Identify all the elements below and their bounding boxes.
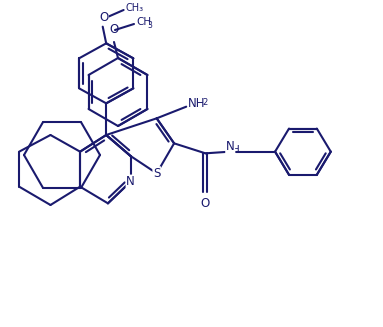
Text: NH: NH — [188, 97, 206, 110]
Text: O: O — [110, 23, 119, 36]
Text: CH₃: CH₃ — [126, 3, 144, 13]
Text: N: N — [226, 140, 234, 153]
Text: CH: CH — [136, 17, 151, 27]
Text: O: O — [201, 197, 210, 210]
Text: H: H — [232, 145, 239, 155]
Text: N: N — [126, 175, 135, 188]
Text: 3: 3 — [147, 21, 152, 29]
Text: 2: 2 — [202, 98, 208, 107]
Text: O: O — [99, 11, 108, 24]
Text: S: S — [153, 167, 160, 180]
